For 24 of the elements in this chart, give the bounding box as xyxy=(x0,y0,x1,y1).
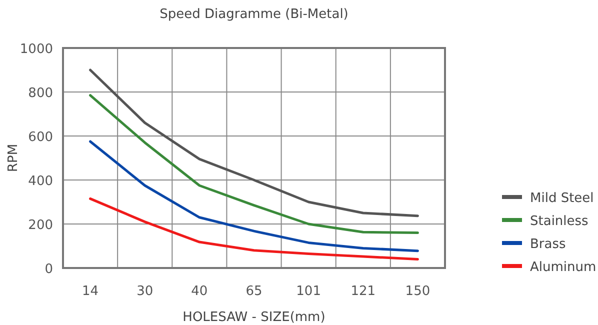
x-axis-title: HOLESAW - SIZE(mm) xyxy=(182,310,326,325)
line-series xyxy=(89,94,419,234)
line-series xyxy=(89,197,419,260)
legend-label: Brass xyxy=(530,237,566,252)
x-tick-label: 150 xyxy=(405,284,430,299)
chart-title: Speed Diagramme (Bi-Metal) xyxy=(160,7,348,22)
line-series xyxy=(89,68,419,218)
x-tick-label: 30 xyxy=(136,284,154,299)
legend-label: Mild Steel xyxy=(530,191,594,206)
y-tick-label: 600 xyxy=(28,130,53,145)
y-tick-label: 1000 xyxy=(20,42,53,57)
y-tick-label: 0 xyxy=(44,262,53,277)
legend-label: Aluminum xyxy=(530,260,596,275)
y-tick-label: 800 xyxy=(28,86,53,101)
x-tick-label: 121 xyxy=(350,284,376,299)
x-tick-label: 101 xyxy=(296,284,321,299)
x-tick-label: 14 xyxy=(82,284,99,299)
x-tick-label: 40 xyxy=(191,284,208,299)
x-tick-label: 65 xyxy=(246,284,262,299)
y-tick-label: 200 xyxy=(28,218,53,233)
legend-label: Stainless xyxy=(530,214,589,229)
line-series xyxy=(89,140,419,252)
y-axis-title: RPM xyxy=(6,144,21,172)
y-tick-label: 400 xyxy=(28,174,53,189)
